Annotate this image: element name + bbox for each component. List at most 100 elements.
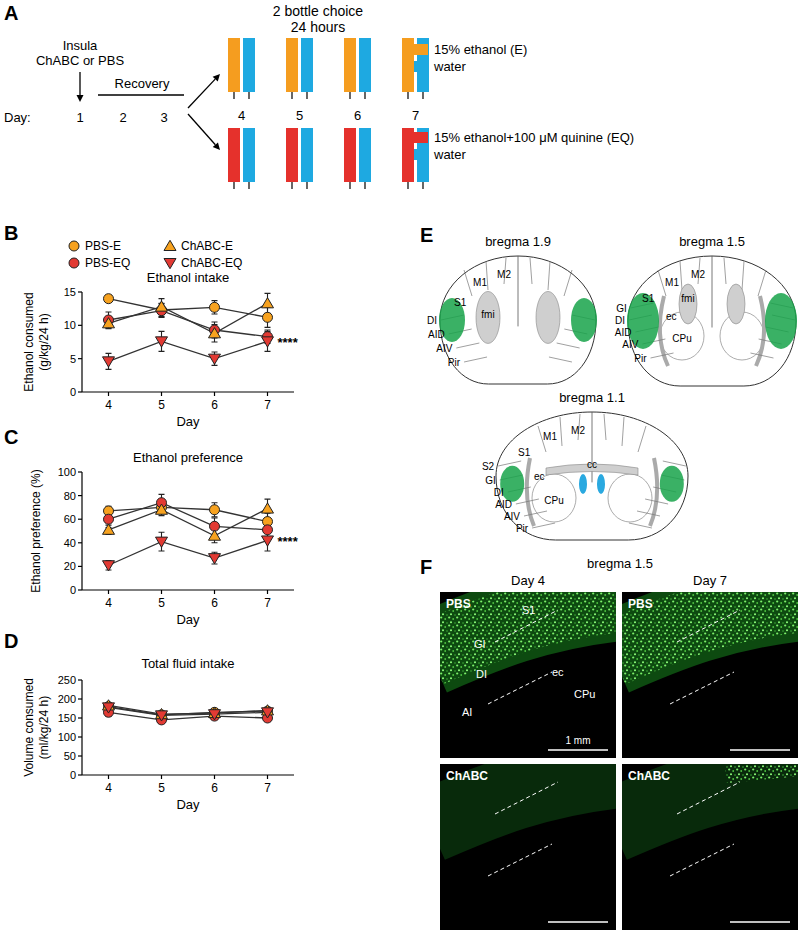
fluorescence-glow xyxy=(440,598,616,654)
x-tick xyxy=(267,590,268,594)
external-capsule xyxy=(650,458,657,526)
series-line xyxy=(109,303,268,333)
y-tick-label: 100 xyxy=(58,731,76,743)
data-point xyxy=(263,312,273,322)
data-point xyxy=(156,711,168,721)
x-tick xyxy=(267,775,268,779)
arrow-head xyxy=(77,95,84,102)
region-boundary xyxy=(557,343,580,348)
scale-bar xyxy=(548,921,608,923)
y-tick-label: 0 xyxy=(70,386,76,398)
region-boundary xyxy=(464,270,472,296)
column-label: Day 7 xyxy=(693,573,727,588)
y-axis-label: (ml/kg/24 h) xyxy=(37,696,51,759)
region-boundary xyxy=(680,261,682,290)
bottle-spout xyxy=(407,92,408,99)
bottle-spout xyxy=(306,182,307,189)
data-point xyxy=(262,536,274,546)
bottle-spout xyxy=(349,182,350,189)
row-label: PBS xyxy=(628,597,653,611)
legend-swatch xyxy=(414,44,428,55)
day-number: 5 xyxy=(296,108,303,123)
x-axis xyxy=(82,774,294,775)
x-tick xyxy=(161,775,162,779)
series-line xyxy=(109,299,268,318)
x-tick xyxy=(108,590,109,594)
legend-marker xyxy=(164,259,176,269)
section-title: bregma 1.5 xyxy=(679,234,745,249)
row-label: ChABC xyxy=(628,769,670,783)
series-line xyxy=(109,509,268,536)
midline xyxy=(592,412,593,482)
schematic-header: 24 hours xyxy=(291,19,345,35)
data-point xyxy=(263,525,273,535)
data-point xyxy=(210,302,220,312)
y-tick xyxy=(78,755,82,756)
x-tick xyxy=(214,775,215,779)
bottle xyxy=(344,128,356,182)
y-tick xyxy=(78,566,82,567)
y-tick-label: 60 xyxy=(64,513,76,525)
fluorescence-glow xyxy=(622,598,798,654)
bottle-spout xyxy=(233,92,234,99)
day-number: 3 xyxy=(160,110,167,125)
arrow-shaft xyxy=(79,72,80,95)
micrograph-title: bregma 1.5 xyxy=(587,556,653,571)
bottle-spout xyxy=(291,92,292,99)
white-matter xyxy=(679,284,697,324)
series-line xyxy=(109,707,268,715)
fluorescence xyxy=(440,598,616,654)
y-axis-label: Volume consumed xyxy=(22,678,36,777)
region-label: DI xyxy=(427,315,437,326)
x-tick-label: 5 xyxy=(158,398,165,412)
region-label: M1 xyxy=(543,431,557,442)
y-tick xyxy=(78,325,82,326)
chart-title: Ethanol preference xyxy=(133,450,243,465)
fluorescence xyxy=(726,766,798,774)
data-point xyxy=(103,524,115,534)
region-boundary xyxy=(604,414,606,440)
region-label: ec xyxy=(666,311,677,322)
region-label: S1 xyxy=(522,604,535,616)
section-title: bregma 1.9 xyxy=(485,234,551,249)
region-label: M2 xyxy=(497,269,511,280)
bottle xyxy=(228,38,240,92)
x-tick xyxy=(108,392,109,396)
region-boundary xyxy=(524,511,547,516)
region-border xyxy=(488,672,552,704)
micrograph xyxy=(622,592,798,758)
region-label: S2 xyxy=(482,461,495,472)
region-label: M1 xyxy=(665,277,679,288)
y-axis-label: Ethanol preference (%) xyxy=(29,469,43,592)
region-boundary xyxy=(530,258,532,284)
arrow-head xyxy=(213,74,220,81)
x-tick xyxy=(267,392,268,396)
region-label: CPu xyxy=(544,495,563,506)
y-tick xyxy=(78,736,82,737)
x-axis-label: Day xyxy=(176,414,200,429)
scale-bar xyxy=(548,749,608,751)
legend-swatch xyxy=(414,132,428,143)
legend-swatch xyxy=(414,149,428,160)
x-tick-label: 6 xyxy=(211,398,218,412)
white-matter xyxy=(476,291,500,343)
y-tick xyxy=(78,589,82,590)
legend-label: ChABC-EQ xyxy=(181,256,242,270)
y-tick xyxy=(78,495,82,496)
fluorescence-glow xyxy=(440,770,616,826)
panel-label: B xyxy=(4,222,18,244)
region-label: AID xyxy=(615,327,632,338)
x-tick-label: 4 xyxy=(105,398,112,412)
day-number: 4 xyxy=(238,108,245,123)
micrograph xyxy=(440,592,616,758)
ventricle xyxy=(597,474,605,494)
midline xyxy=(712,256,713,328)
region-label: Pir xyxy=(634,353,647,364)
y-tick-label: 5 xyxy=(70,353,76,365)
data-point xyxy=(209,554,221,564)
legend-label: 15% ethanol+100 μM quinine (EQ) xyxy=(434,130,634,145)
data-point xyxy=(156,537,168,547)
data-point xyxy=(209,354,221,364)
chart-title: Ethanol intake xyxy=(147,270,229,285)
x-tick-label: 4 xyxy=(105,596,112,610)
